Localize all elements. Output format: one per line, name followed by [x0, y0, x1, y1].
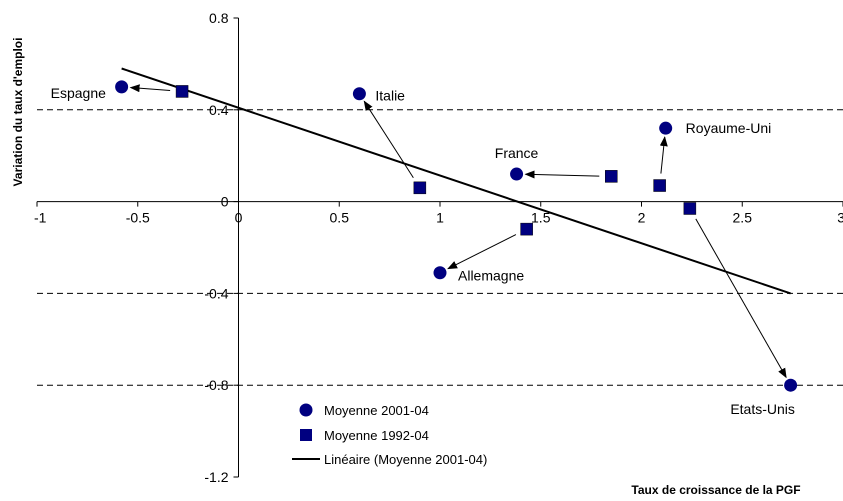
legend-label: Moyenne 2001-04: [324, 403, 429, 418]
legend-label: Moyenne 1992-04: [324, 428, 429, 443]
x-tick-label: 0: [235, 210, 243, 226]
change-arrow: [659, 136, 668, 174]
trendline: [121, 67, 791, 295]
x-axis-title: Taux de croissance de la PGF: [631, 483, 800, 497]
change-arrow: [447, 234, 517, 270]
trendline-path: [121, 67, 791, 295]
y-tick-label: 0.8: [209, 10, 229, 26]
change-arrow: [695, 218, 787, 379]
circle-marker: [115, 80, 129, 94]
x-tick-label: 0.5: [330, 210, 350, 226]
change-arrow: [524, 170, 600, 179]
x-tick-label: -1: [34, 210, 47, 226]
y-axis-title: Variation du taux d'emploi: [11, 38, 25, 187]
point-labels: Espagne Italie France Royaume-Uni Allemagne E…: [51, 85, 795, 417]
y-tick-label: 0: [221, 194, 229, 210]
gridlines: [37, 109, 843, 386]
square-marker: [653, 179, 666, 192]
y-tick-label: -1.2: [204, 469, 228, 485]
point-label: Espagne: [51, 85, 106, 101]
circle-marker: [784, 378, 798, 392]
x-tick-label: 1.5: [531, 210, 551, 226]
legend: Moyenne 2001-04 Moyenne 1992-04 Linéaire (…: [292, 403, 487, 467]
square-marker: [175, 85, 189, 98]
y-tick-label: -0.4: [204, 285, 228, 301]
arrows: [129, 84, 787, 379]
square-marker: [683, 202, 697, 215]
x-tick-label: 2: [638, 210, 646, 226]
legend-circle-symbol: [299, 403, 313, 417]
data-points: [115, 80, 798, 392]
change-arrow: [129, 84, 171, 93]
y-tick-label: -0.8: [204, 377, 228, 393]
point-label: Royaume-Uni: [686, 120, 772, 136]
x-tick-label: 3: [837, 210, 843, 226]
y-tick-label: 0.4: [209, 102, 229, 118]
x-tick-label: 1: [436, 210, 444, 226]
legend-square-symbol: [300, 429, 312, 441]
point-label: Allemagne: [458, 268, 524, 284]
point-label: Etats-Unis: [730, 401, 795, 417]
square-marker: [413, 181, 427, 195]
x-tick-label: -0.5: [126, 210, 150, 226]
circle-marker: [352, 87, 366, 101]
circle-marker: [510, 167, 524, 181]
square-marker: [605, 170, 618, 183]
axes: -1 -0.5 0 0.5 1 1.5 2 2.5 3 0.8 0.4 0 -0.4 -0.8 -1.2: [34, 10, 843, 485]
legend-label: Linéaire (Moyenne 2001-04): [324, 452, 487, 467]
change-arrow: [363, 100, 414, 179]
circle-marker: [433, 266, 447, 280]
circle-marker: [659, 121, 673, 135]
square-marker: [520, 222, 533, 236]
point-label: France: [495, 145, 539, 161]
x-tick-label: 2.5: [733, 210, 753, 226]
point-label: Italie: [375, 88, 405, 104]
